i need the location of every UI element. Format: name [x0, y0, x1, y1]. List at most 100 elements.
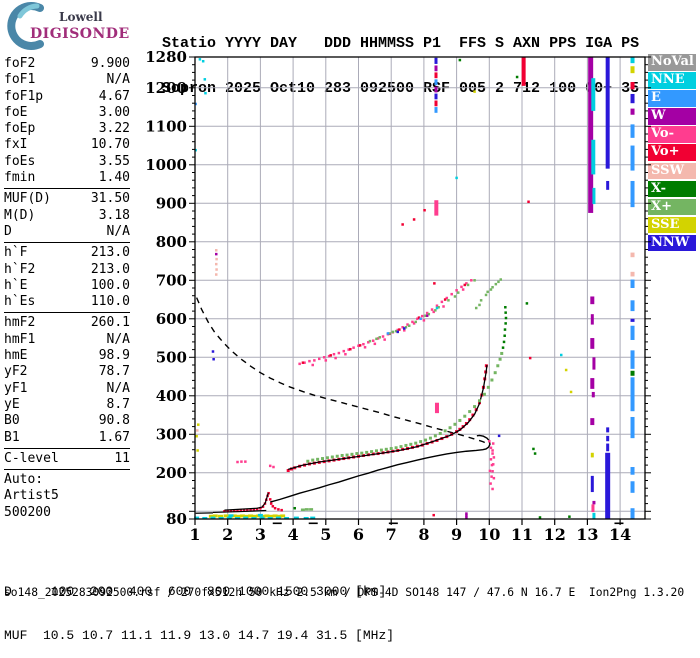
param-value: 9.900: [90, 56, 130, 71]
param-label: foEs: [4, 153, 36, 169]
param-value: N/A: [106, 331, 130, 347]
layer-second-hop-pink: [298, 279, 473, 367]
param-value: N/A: [106, 380, 130, 396]
svg-text:2: 2: [222, 525, 233, 544]
param-value: 3.55: [98, 153, 130, 169]
param-value: 31.50: [90, 191, 130, 207]
footer-tables: D 100 200 400 600 800 1000 1500 3000 [km…: [4, 556, 394, 658]
legend-item-nne: NNE: [648, 72, 696, 89]
layer-second-hop-green: [368, 278, 502, 343]
svg-text:200: 200: [156, 464, 187, 482]
param-label: yF1: [4, 380, 28, 396]
digisonde-logo: Lowell DIGISONDE: [4, 2, 134, 50]
param-row: M(D) 3.18: [4, 208, 130, 224]
param-label: hmF1: [4, 331, 36, 347]
param-groups: foF2 9.900 foF1 N/A foF1p 4.67 foE 3.00 foEp 3.22…: [4, 56, 130, 471]
param-label: foF2: [4, 56, 36, 71]
param-panel: foF2 9.900 foF1 N/A foF1p 4.67 foE 3.00 foEp 3.22…: [4, 56, 130, 521]
layer-x-trace-top: [501, 306, 508, 349]
layer-o-trace-fit: [288, 364, 488, 470]
svg-text:1000: 1000: [145, 156, 187, 174]
param-row: fmin 1.40: [4, 170, 130, 186]
param-label: B1: [4, 429, 20, 445]
svg-text:400: 400: [156, 387, 187, 405]
param-group: h`F 213.0 h`F2 213.0 h`E 100.0 h`Es 110.0: [4, 245, 130, 314]
legend-item-nnw: NNW: [648, 234, 696, 252]
param-label: foF1: [4, 72, 36, 88]
logo-crescent-icon: [7, 2, 44, 50]
legend-item-vo+: Vo+: [648, 144, 696, 161]
param-value: 213.0: [90, 245, 130, 261]
param-label: yF2: [4, 364, 28, 380]
legend-item-ssw: SSW: [648, 162, 696, 180]
layer-es-green: [300, 508, 314, 512]
param-value: 10.70: [90, 137, 130, 153]
param-label: D: [4, 223, 12, 239]
param-row: yF1 N/A: [4, 381, 130, 397]
layer-x-trace: [306, 351, 504, 463]
legend-item-x-: X-: [648, 180, 696, 198]
param-label: h`Es: [4, 294, 36, 310]
param-row: foF1p 4.67: [4, 89, 130, 105]
param-value: 8.7: [106, 396, 130, 412]
header-line2: Sopron 2025 Oct10 283 092500 RSF 005 2 7…: [162, 80, 640, 97]
svg-text:9: 9: [451, 525, 462, 544]
layer-second-hop-red: [301, 283, 467, 364]
distance-row: D 100 200 400 600 800 1000 1500 3000 [km…: [4, 584, 387, 600]
param-value: 11: [114, 450, 130, 466]
status-line: so148_2025283092500.rsf / 270fx512h 50 k…: [4, 586, 685, 599]
layer-noise-dots: [194, 58, 573, 519]
svg-text:600: 600: [156, 310, 187, 328]
svg-text:80: 80: [166, 510, 187, 528]
param-label: fmin: [4, 170, 36, 186]
param-label: MUF(D): [4, 191, 51, 207]
svg-text:1100: 1100: [145, 117, 187, 135]
svg-text:10: 10: [478, 525, 500, 544]
svg-text:14: 14: [609, 525, 631, 544]
param-row: hmF1 N/A: [4, 332, 130, 348]
param-label: B0: [4, 413, 20, 429]
param-label: h`F: [4, 245, 28, 261]
muf-row: MUF 10.5 10.7 11.1 11.9 13.0 14.7 19.4 3…: [4, 627, 395, 643]
param-value: 3.22: [98, 121, 130, 137]
autoscaling-info: Auto: Artist5 500200: [4, 472, 130, 521]
legend-item-w: W: [648, 108, 696, 125]
ionogram-plot: 1280120011001000900800700600500400300200…: [145, 48, 651, 544]
param-value: 213.0: [90, 261, 130, 277]
param-value: 4.67: [98, 88, 130, 104]
param-row: h`F2 213.0: [4, 262, 130, 278]
param-row: h`Es 110.0: [4, 294, 130, 310]
param-label: h`F2: [4, 261, 36, 277]
param-row: fxI 10.70: [4, 137, 130, 153]
svg-text:5: 5: [320, 525, 331, 544]
param-label: hmE: [4, 348, 28, 364]
param-row: yE 8.7: [4, 397, 130, 413]
param-row: foEp 3.22: [4, 121, 130, 137]
svg-text:4: 4: [288, 525, 299, 544]
param-label: foF1p: [4, 88, 44, 104]
svg-text:8: 8: [418, 525, 429, 544]
svg-text:500: 500: [156, 348, 187, 366]
layer-true-height-profile: [270, 434, 491, 503]
grid: [195, 57, 645, 519]
layer-f-spread-pink: [236, 439, 496, 491]
param-label: M(D): [4, 207, 36, 223]
svg-text:1: 1: [189, 525, 200, 544]
param-row: foE 3.00: [4, 105, 130, 121]
svg-text:12: 12: [544, 525, 566, 544]
param-row: foEs 3.55: [4, 154, 130, 170]
legend-item-sse: SSE: [648, 216, 696, 234]
svg-text:7: 7: [386, 525, 397, 544]
svg-text:13: 13: [576, 525, 598, 544]
param-group: MUF(D) 31.50 M(D) 3.18 D N/A: [4, 191, 130, 244]
param-label: yE: [4, 396, 20, 412]
param-label: hmF2: [4, 315, 36, 331]
logo-lowell-text: Lowell: [59, 10, 103, 24]
auto-line: 500200: [4, 504, 51, 520]
param-row: D N/A: [4, 224, 130, 240]
header-line1: Statio YYYY DAY DDD HHMMSS P1 FFS S AXN …: [162, 35, 640, 52]
param-row: foF1 N/A: [4, 72, 130, 88]
param-label: foEp: [4, 121, 36, 137]
param-label: fxI: [4, 137, 28, 153]
svg-text:6: 6: [353, 525, 364, 544]
